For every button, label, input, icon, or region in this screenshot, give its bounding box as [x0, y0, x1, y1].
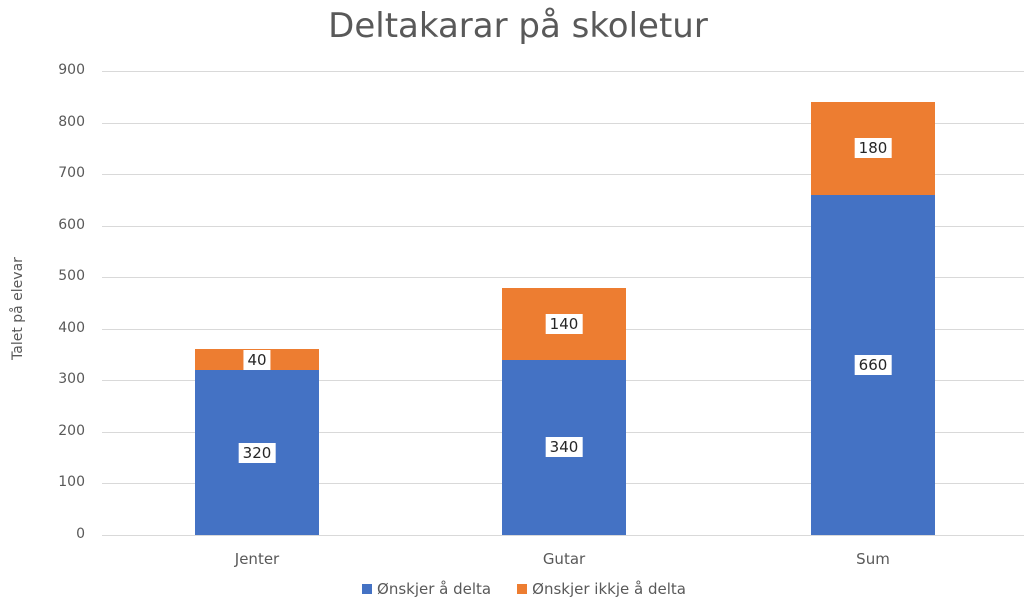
legend-label: Ønskjer å delta — [377, 580, 492, 598]
y-tick-label: 400 — [58, 320, 85, 336]
y-tick-label: 100 — [58, 474, 85, 490]
legend-item-onskjer-ikkje-a-delta[interactable]: Ønskjer ikkje å delta — [517, 580, 686, 598]
gridline — [102, 535, 1024, 536]
gridline — [102, 277, 1024, 278]
data-label: 180 — [854, 138, 892, 159]
gridline — [102, 174, 1024, 175]
data-label: 320 — [238, 442, 276, 463]
y-tick-label: 600 — [58, 217, 85, 233]
data-label: 140 — [545, 313, 583, 334]
y-tick-label: 500 — [58, 268, 85, 284]
legend-item-onskjer-a-delta[interactable]: Ønskjer å delta — [362, 580, 491, 598]
legend: Ønskjer å delta Ønskjer ikkje å delta — [0, 580, 1024, 598]
data-label: 40 — [243, 349, 271, 370]
data-label: 340 — [545, 437, 583, 458]
y-tick-label: 200 — [58, 423, 85, 439]
data-label: 660 — [854, 354, 892, 375]
x-category-label: Gutar — [542, 550, 586, 568]
x-category-label: Sum — [856, 550, 890, 568]
chart-title: Deltakarar på skoletur — [328, 6, 708, 46]
gridline — [102, 71, 1024, 72]
gridline — [102, 226, 1024, 227]
y-tick-label: 900 — [58, 62, 85, 78]
y-axis-label: Talet på elevar — [10, 257, 26, 360]
y-tick-label: 300 — [58, 371, 85, 387]
gridline — [102, 123, 1024, 124]
y-tick-label: 0 — [76, 526, 85, 542]
x-category-label: Jenter — [234, 550, 280, 568]
y-tick-label: 800 — [58, 114, 85, 130]
legend-swatch-blue — [362, 584, 373, 594]
legend-label: Ønskjer ikkje å delta — [532, 580, 686, 598]
y-tick-label: 700 — [58, 165, 85, 181]
legend-swatch-orange — [517, 584, 528, 594]
